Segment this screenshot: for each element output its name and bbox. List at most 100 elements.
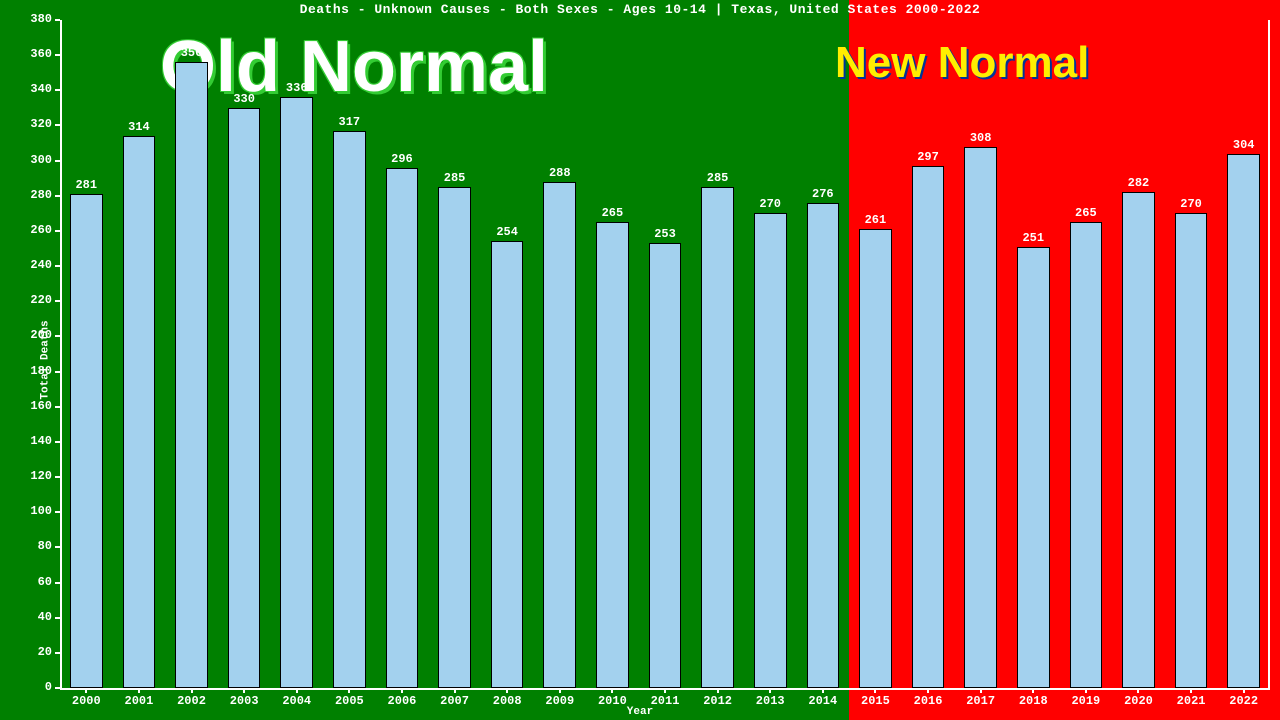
bar-value-label: 265 (1066, 206, 1106, 220)
y-tick (55, 19, 60, 21)
bar-value-label: 317 (329, 115, 369, 129)
bar-value-label: 251 (1013, 231, 1053, 245)
x-tick (243, 688, 245, 693)
x-tick (85, 688, 87, 693)
bar-value-label: 276 (803, 187, 843, 201)
x-tick (1032, 688, 1034, 693)
x-tick-label: 2020 (1116, 694, 1160, 708)
bar-value-label: 254 (487, 225, 527, 239)
y-tick-label: 140 (20, 434, 52, 448)
bar (912, 166, 945, 688)
bar (543, 182, 576, 688)
bar-value-label: 270 (750, 197, 790, 211)
y-tick-label: 300 (20, 153, 52, 167)
bar (123, 136, 156, 688)
x-tick-label: 2000 (64, 694, 108, 708)
y-tick-label: 80 (20, 539, 52, 553)
bar-value-label: 336 (277, 81, 317, 95)
y-tick-label: 220 (20, 293, 52, 307)
bar (333, 131, 366, 688)
x-tick-label: 2011 (643, 694, 687, 708)
bar (964, 147, 997, 688)
bar-value-label: 270 (1171, 197, 1211, 211)
x-tick-label: 2016 (906, 694, 950, 708)
y-tick-label: 360 (20, 47, 52, 61)
y-tick-label: 380 (20, 12, 52, 26)
x-tick-label: 2001 (117, 694, 161, 708)
bar (491, 241, 524, 688)
y-tick (55, 335, 60, 337)
bar-value-label: 308 (961, 131, 1001, 145)
x-tick-label: 2019 (1064, 694, 1108, 708)
y-tick-label: 200 (20, 328, 52, 342)
x-tick (769, 688, 771, 693)
x-tick-label: 2022 (1222, 694, 1266, 708)
bar (596, 222, 629, 688)
y-tick (55, 652, 60, 654)
x-tick (191, 688, 193, 693)
y-tick-label: 280 (20, 188, 52, 202)
y-tick-label: 240 (20, 258, 52, 272)
bar (175, 62, 208, 688)
axis-line (1268, 20, 1270, 688)
y-tick-label: 0 (20, 680, 52, 694)
bar (807, 203, 840, 688)
y-tick-label: 160 (20, 399, 52, 413)
x-tick (1137, 688, 1139, 693)
bar (386, 168, 419, 688)
y-tick (55, 406, 60, 408)
y-tick (55, 546, 60, 548)
x-tick-label: 2010 (590, 694, 634, 708)
y-tick-label: 340 (20, 82, 52, 96)
bar (754, 213, 787, 688)
bar (438, 187, 471, 688)
y-tick-label: 100 (20, 504, 52, 518)
y-tick (55, 160, 60, 162)
x-tick (454, 688, 456, 693)
old-normal-label: Old Normal (160, 26, 548, 108)
x-tick-label: 2003 (222, 694, 266, 708)
y-tick-label: 260 (20, 223, 52, 237)
y-tick (55, 511, 60, 513)
y-tick-label: 60 (20, 575, 52, 589)
y-tick (55, 54, 60, 56)
y-tick-label: 120 (20, 469, 52, 483)
bar-value-label: 297 (908, 150, 948, 164)
y-tick (55, 441, 60, 443)
x-tick (980, 688, 982, 693)
x-tick-label: 2018 (1011, 694, 1055, 708)
bar-value-label: 253 (645, 227, 685, 241)
x-tick (1190, 688, 1192, 693)
y-tick-label: 320 (20, 117, 52, 131)
y-tick (55, 371, 60, 373)
bar-value-label: 314 (119, 120, 159, 134)
bar-value-label: 288 (540, 166, 580, 180)
x-tick (506, 688, 508, 693)
bar-value-label: 330 (224, 92, 264, 106)
x-tick-label: 2009 (538, 694, 582, 708)
bar-value-label: 282 (1118, 176, 1158, 190)
bar (1070, 222, 1103, 688)
bar-value-label: 285 (435, 171, 475, 185)
bar-value-label: 356 (172, 46, 212, 60)
bar (228, 108, 261, 688)
x-tick (296, 688, 298, 693)
y-tick (55, 124, 60, 126)
y-tick (55, 195, 60, 197)
y-tick (55, 89, 60, 91)
bar-value-label: 261 (855, 213, 895, 227)
y-tick (55, 687, 60, 689)
x-tick (138, 688, 140, 693)
new-normal-label: New Normal (835, 38, 1089, 88)
bar (1227, 154, 1260, 688)
bar (1017, 247, 1050, 688)
bar-value-label: 304 (1224, 138, 1264, 152)
y-tick (55, 617, 60, 619)
bar (70, 194, 103, 688)
y-tick (55, 582, 60, 584)
x-tick-label: 2017 (959, 694, 1003, 708)
x-tick (717, 688, 719, 693)
axis-line (60, 20, 62, 688)
y-tick (55, 300, 60, 302)
x-tick-label: 2007 (433, 694, 477, 708)
